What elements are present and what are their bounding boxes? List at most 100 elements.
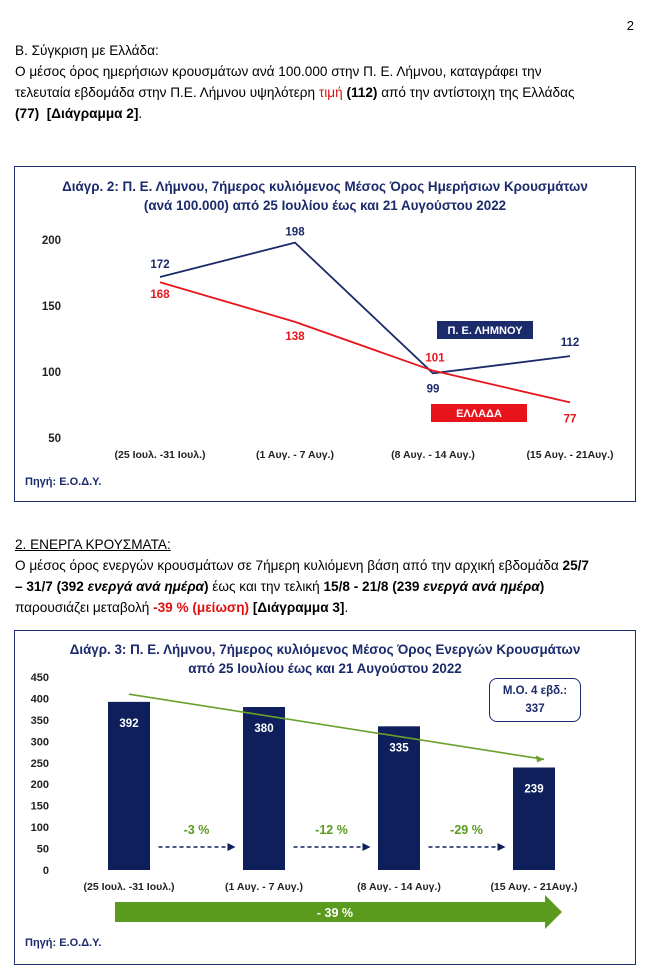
section-b-lemnos-value: (112): [346, 85, 378, 100]
change-label: -12 %: [315, 823, 348, 837]
chart2-title-line2: (ανά 100.000) από 25 Ιουλίου έως και 21 …: [143, 198, 507, 213]
y-tick-label: 250: [31, 758, 49, 770]
section-2-b5: ): [539, 579, 545, 594]
section-b-line3: (77) [Διάγραμμα 2].: [15, 103, 643, 124]
section-2-red-pct: -39 % (μείωση): [153, 600, 250, 615]
section-2-b1: 25/7: [562, 558, 589, 573]
y-tick-label: 300: [31, 736, 49, 748]
section-b-line1: Ο μέσος όρος ημερήσιων κρουσμάτων ανά 10…: [15, 64, 542, 79]
y-tick-label: 350: [31, 715, 49, 727]
greece-data-label: 77: [564, 413, 577, 425]
lemnos-data-label: 99: [427, 383, 440, 395]
x-tick-label: (25 Ιουλ. -31 Ιουλ.): [115, 449, 206, 461]
change-arrowhead: [227, 843, 236, 851]
legend-lemnos-box: [437, 321, 533, 339]
chart2-container: Διάγρ. 2: Π. Ε. Λήμνου, 7ήμερος κυλιόμεν…: [14, 166, 636, 502]
total-change-arrow: [115, 895, 562, 929]
section-2-line2: – 31/7 (392 ενεργά ανά ημέρα) έως και τη…: [15, 576, 643, 597]
total-change-label: - 39 %: [317, 906, 353, 920]
change-arrowhead: [362, 843, 371, 851]
greece-series-line: [159, 281, 571, 404]
chart3-plot: 450 400 350 300 250 200 150 100 50 0 392 380 335 239 (…: [31, 672, 578, 929]
trend-arrowhead: [536, 755, 544, 763]
x-tick-label: (8 Αυγ. - 14 Αυγ.): [357, 881, 441, 893]
x-tick-label: (15 Αυγ. - 21Αυγ.): [526, 449, 613, 461]
x-tick-label: (15 Αυγ. - 21Αυγ.): [490, 881, 577, 893]
y-tick-label: 400: [31, 693, 49, 705]
lemnos-series-line: [159, 241, 571, 375]
section-b-line2: τελευταία εβδομάδα στην Π.Ε. Λήμνου υψηλ…: [15, 82, 643, 103]
section-2-line1: Ο μέσος όρος ενεργών κρουσμάτων σε 7ήμερ…: [15, 555, 643, 576]
legend-greece-label: ΕΛΛΑΔΑ: [456, 408, 502, 420]
bar-value-label: 380: [254, 723, 273, 735]
y-tick-label: 150: [42, 301, 61, 313]
section-2-bi2: ενεργά ανά ημέρα: [423, 579, 540, 594]
change-arrowhead: [497, 843, 506, 851]
section-b-greece-value: (77): [15, 106, 40, 121]
greece-data-label: 138: [285, 331, 305, 343]
section-b-ref: [Διάγραμμα 2]: [46, 106, 139, 121]
bar: [243, 707, 285, 870]
section-2-paragraph: 2. ΕΝΕΡΓΑ ΚΡΟΥΣΜΑΤΑ: Ο μέσος όρος ενεργώ…: [15, 534, 643, 618]
section-2-ref: [Διάγραμμα 3]: [249, 600, 345, 615]
section-2-line3: παρουσιάζει μεταβολή -39 % (μείωση) [Διά…: [15, 597, 643, 618]
section-b-text3: από την αντίστοιχη της Ελλάδας: [377, 85, 575, 100]
chart2-plot: 200 150 100 50 (25 Ιουλ. -31 Ιουλ.) (1 Αυγ. -…: [42, 227, 614, 461]
greece-data-label: 168: [150, 289, 170, 301]
average-label: Μ.Ο. 4 εβδ.:: [502, 685, 568, 697]
lemnos-data-label: 172: [150, 259, 169, 271]
y-tick-label: 450: [31, 672, 49, 684]
y-tick-label: 0: [43, 865, 49, 877]
change-label: -3 %: [184, 823, 210, 837]
y-tick-label: 100: [42, 367, 61, 379]
section-b-end: .: [138, 106, 143, 121]
section-2-t1: Ο μέσος όρος ενεργών κρουσμάτων σε 7ήμερ…: [15, 558, 563, 573]
bar: [108, 701, 150, 870]
y-tick-label: 50: [37, 844, 49, 856]
bar: [513, 767, 555, 870]
x-tick-label: (8 Αυγ. - 14 Αυγ.): [391, 449, 475, 461]
y-tick-label: 200: [42, 235, 61, 247]
section-2-bi1: ενεργά ανά ημέρα: [87, 579, 204, 594]
section-2-b2: – 31/7 (392: [15, 579, 88, 594]
chart3-title-line2: από 25 Ιουλίου έως και 21 Αυγούστου 2022: [188, 661, 462, 676]
y-tick-label: 50: [48, 433, 61, 445]
section-2-end: .: [344, 600, 349, 615]
legend-lemnos-label: Π. Ε. ΛΗΜΝΟΥ: [447, 325, 523, 337]
x-tick-label: (1 Αυγ. - 7 Αυγ.): [256, 449, 334, 461]
page-number: 2: [626, 18, 634, 33]
y-tick-label: 150: [31, 801, 49, 813]
trend-line: [128, 693, 545, 761]
chart3-title-line1: Διάγρ. 3: Π. Ε. Λήμνου, 7ήμερος κυλιόμεν…: [69, 642, 581, 657]
x-tick-label: (1 Αυγ. - 7 Αυγ.): [225, 881, 303, 893]
average-box: Μ.Ο. 4 εβδ.: 337: [489, 678, 581, 722]
section-2-t3: παρουσιάζει μεταβολή: [15, 600, 154, 615]
chart3-container: Διάγρ. 3: Π. Ε. Λήμνου, 7ήμερος κυλιόμεν…: [14, 630, 636, 965]
section-2-b4: 15/8 - 21/8 (239: [323, 579, 424, 594]
chart3-source: Πηγή: Ε.Ο.Δ.Υ.: [25, 937, 102, 949]
chart2-source: Πηγή: Ε.Ο.Δ.Υ.: [25, 476, 102, 488]
bar-value-label: 239: [524, 783, 543, 795]
y-tick-label: 200: [31, 779, 49, 791]
average-value: 337: [525, 703, 545, 715]
x-tick-label: (25 Ιουλ. -31 Ιουλ.): [84, 881, 175, 893]
bar-value-label: 392: [119, 718, 138, 730]
lemnos-data-label: 198: [285, 227, 305, 239]
greece-data-label: 101: [425, 353, 445, 365]
section-2-b3: ): [204, 579, 209, 594]
legend-greece-box: [431, 404, 527, 422]
chart2-title: Διάγρ. 2: Π. Ε. Λήμνου, 7ήμερος κυλιόμεν…: [15, 177, 635, 215]
chart2-title-line1: Διάγρ. 2: Π. Ε. Λήμνου, 7ήμερος κυλιόμεν…: [62, 179, 588, 194]
section-2-heading: 2. ΕΝΕΡΓΑ ΚΡΟΥΣΜΑΤΑ:: [15, 537, 171, 552]
section-b-heading: Β. Σύγκριση με Ελλάδα:: [15, 43, 159, 58]
chart3-title: Διάγρ. 3: Π. Ε. Λήμνου, 7ήμερος κυλιόμεν…: [15, 640, 635, 678]
section-b-text2: τελευταία εβδομάδα στην Π.Ε. Λήμνου υψηλ…: [15, 85, 319, 100]
section-b-paragraph: Β. Σύγκριση με Ελλάδα: Ο μέσος όρος ημερ…: [15, 40, 643, 124]
lemnos-data-label: 112: [561, 337, 580, 349]
bar-value-label: 335: [389, 742, 409, 754]
section-2-t2: έως και την τελική: [208, 579, 324, 594]
y-tick-label: 100: [31, 822, 49, 834]
change-label: -29 %: [450, 823, 483, 837]
bar: [378, 726, 420, 870]
section-b-red-word: τιμή: [318, 85, 343, 100]
